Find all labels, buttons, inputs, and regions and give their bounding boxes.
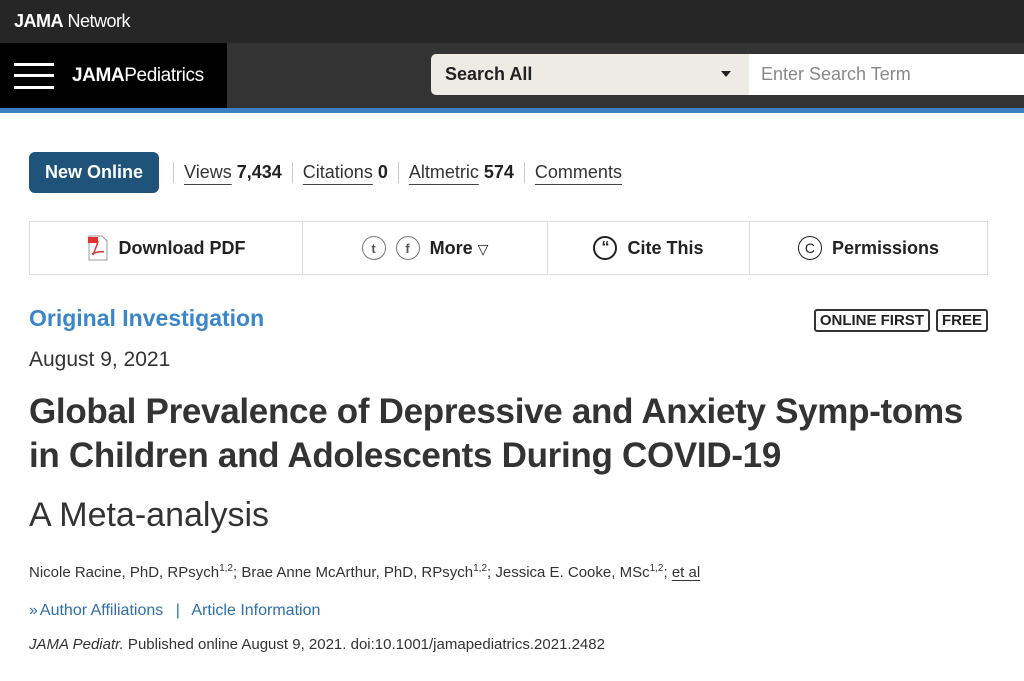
author-list: Nicole Racine, PhD, RPsych1,2; Brae Anne… xyxy=(29,563,701,581)
copyright-icon: C xyxy=(797,236,822,260)
search-input[interactable] xyxy=(749,54,1024,95)
download-pdf-button[interactable]: Download PDF xyxy=(30,222,303,274)
online-first-badge: ONLINE FIRST xyxy=(813,309,930,332)
article-flags: ONLINE FIRST FREE xyxy=(813,309,988,332)
article-metrics: New Online Views 7,434 Citations 0 Altme… xyxy=(29,152,632,193)
author[interactable]: Nicole Racine, PhD, RPsych1,2 xyxy=(29,563,233,581)
journal-nav: JAMA Pediatrics Search All xyxy=(0,43,1024,108)
article-info-links: » Author Affiliations | Article Informati… xyxy=(29,602,328,620)
menu-icon[interactable] xyxy=(14,62,54,89)
search-scope-select[interactable]: Search All xyxy=(431,54,749,95)
article-information-link[interactable]: Article Information xyxy=(191,602,321,619)
views-link[interactable]: Views 7,434 xyxy=(173,162,292,183)
double-chevron-right-icon: » xyxy=(29,602,38,619)
citations-link[interactable]: Citations 0 xyxy=(291,162,398,183)
citation-line: JAMA Pediatr. Published online August 9,… xyxy=(29,636,605,653)
article-type: Original Investigation xyxy=(29,305,265,331)
triangle-down-icon: ▽ xyxy=(477,240,489,257)
pdf-icon xyxy=(87,235,107,261)
comments-link[interactable]: Comments xyxy=(523,162,632,183)
new-online-badge: New Online xyxy=(29,152,160,193)
separator: | xyxy=(175,602,180,619)
free-badge: FREE xyxy=(935,309,988,332)
author-affiliations-link[interactable]: Author Affiliations xyxy=(39,602,164,619)
altmetric-link[interactable]: Altmetric 574 xyxy=(397,162,524,183)
publication-date: August 9, 2021 xyxy=(29,348,171,371)
article-toolbar: Download PDF t f More ▽ “ Cite This C Pe… xyxy=(29,221,988,275)
et-al-link[interactable]: et al xyxy=(671,564,701,581)
facebook-icon[interactable]: f xyxy=(395,236,420,260)
accent-divider xyxy=(0,108,1024,113)
author[interactable]: Jessica E. Cooke, MSc1,2 xyxy=(495,563,664,581)
article-title: Global Prevalence of Depressive and Anxi… xyxy=(29,392,963,475)
author[interactable]: Brae Anne McArthur, PhD, RPsych1,2 xyxy=(241,563,488,581)
network-bar: JAMA Network xyxy=(0,0,1024,43)
permissions-button[interactable]: C Permissions xyxy=(750,222,987,274)
twitter-icon[interactable]: t xyxy=(361,236,386,260)
share-more-button[interactable]: t f More ▽ xyxy=(303,222,548,274)
cite-this-button[interactable]: “ Cite This xyxy=(548,222,750,274)
journal-brand[interactable]: JAMA Pediatrics xyxy=(0,43,227,108)
quote-icon: “ xyxy=(593,236,618,260)
jama-network-logo[interactable]: JAMA Network xyxy=(14,11,131,31)
chevron-down-icon xyxy=(721,71,731,77)
article-subtitle: A Meta-analysis xyxy=(29,496,269,534)
